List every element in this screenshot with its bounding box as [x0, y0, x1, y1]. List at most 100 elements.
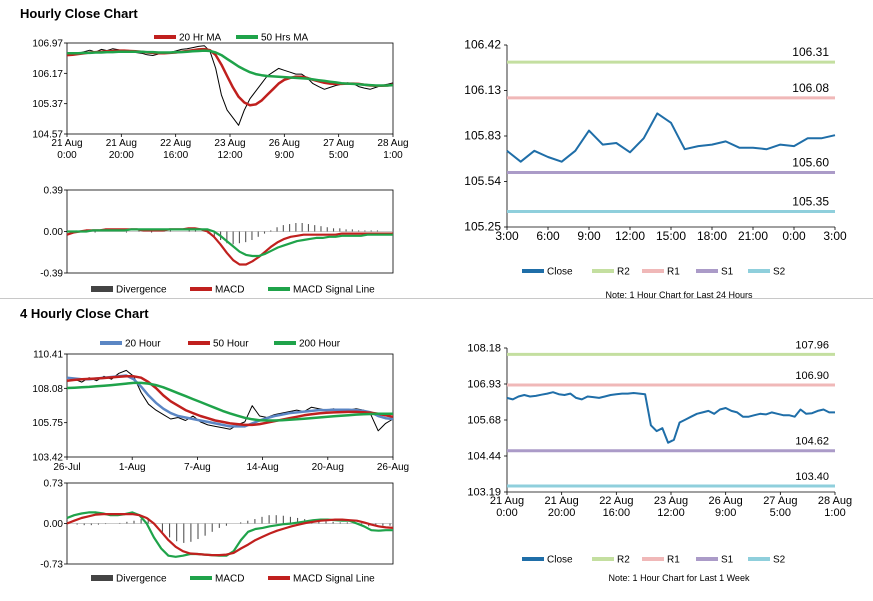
- y-tick-label: 106.17: [32, 69, 63, 80]
- y-tick-label: 105.75: [32, 418, 63, 429]
- legend-50-hour-label: 50 Hour: [213, 339, 249, 350]
- hourly-macd-chart: 0.39 0.00 -0.39 Divergence MACD MACD Signal L…: [40, 186, 394, 296]
- legend-divergence-label: Divergence: [116, 574, 167, 585]
- x-tick-label: 20:00: [548, 507, 576, 519]
- legend-macd-label: MACD: [215, 285, 244, 296]
- legend-s1-label: S1: [721, 267, 734, 278]
- x-tick-label: 5:00: [329, 150, 349, 161]
- legend-s2-label: S2: [773, 555, 786, 566]
- level-label-r2: 106.31: [792, 45, 829, 59]
- x-tick-label: 0:00: [782, 229, 806, 243]
- plot-frame: [66, 353, 394, 458]
- series-line-macd-signal-line: [67, 228, 393, 258]
- y-tick-label: 110.41: [33, 350, 63, 361]
- legend-r2-label: R2: [617, 555, 630, 566]
- x-tick-label: 5:00: [770, 507, 791, 519]
- level-label-r1: 106.08: [792, 81, 829, 95]
- series-line-close: [66, 45, 394, 126]
- x-tick-label: 7-Aug: [184, 462, 211, 473]
- legend-r1-label: R1: [667, 267, 680, 278]
- x-tick-label: 14-Aug: [246, 462, 278, 473]
- series-line-50-hrs-ma: [67, 49, 394, 87]
- x-tick-label: 3:00: [823, 229, 847, 243]
- legend-s2-label: S2: [773, 267, 786, 278]
- y-tick-label: 106.93: [467, 379, 501, 391]
- x-tick-label: 9:00: [715, 507, 736, 519]
- chart-note: Note: 1 Hour Chart for Last 24 Hours: [605, 290, 753, 300]
- legend-macd-label: MACD: [215, 574, 244, 585]
- legend-r1-label: R1: [667, 555, 680, 566]
- series-line-macd-signal-line: [66, 512, 394, 557]
- x-tick-label: 12:00: [217, 150, 242, 161]
- y-tick-label: 108.18: [467, 343, 501, 355]
- chart-note: Note: 1 Hour Chart for Last 1 Week: [609, 573, 750, 583]
- legend-s1-label: S1: [721, 555, 734, 566]
- x-tick-label: 1:00: [383, 150, 403, 161]
- y-tick-label: 105.37: [32, 99, 63, 110]
- y-tick-label: 103.19: [467, 487, 501, 499]
- x-tick-label: 20-Aug: [312, 462, 344, 473]
- series-line-close: [66, 369, 394, 432]
- series-line-macd: [66, 227, 393, 266]
- x-tick-label: 9:00: [577, 229, 601, 243]
- x-tick-label: 12:00: [615, 229, 645, 243]
- four-hourly-macd-chart: 0.73 0.00 -0.73 Divergence MACD MACD Signal L…: [40, 479, 394, 585]
- plot-frame: [66, 42, 394, 135]
- legend-close-label: Close: [547, 555, 573, 566]
- level-label-s2: 105.35: [792, 194, 829, 208]
- x-tick-label: 18:00: [697, 229, 727, 243]
- x-tick-label: 15:00: [656, 229, 686, 243]
- x-tick-label: 16:00: [603, 507, 631, 519]
- level-label-r1: 106.90: [795, 370, 829, 382]
- y-tick-label: 105.25: [464, 220, 501, 234]
- x-tick-label: 16:00: [163, 150, 188, 161]
- hourly-close-chart-title: Hourly Close Chart: [20, 6, 138, 21]
- legend-50hrs-ma-label: 50 Hrs MA: [261, 33, 309, 44]
- section-divider: [0, 298, 873, 299]
- y-tick-label: 103.42: [32, 453, 63, 464]
- x-tick-label: 22 Aug: [599, 495, 633, 507]
- x-tick-label: 0:00: [496, 507, 517, 519]
- x-tick-label: 20:00: [109, 150, 134, 161]
- level-label-s2: 103.40: [795, 471, 829, 483]
- y-tick-label: 106.13: [464, 83, 501, 97]
- y-tick-label: 0.39: [44, 186, 64, 197]
- x-tick-label: 21:00: [738, 229, 768, 243]
- x-tick-label: 28 Aug: [377, 138, 408, 149]
- x-tick-label: 26-Aug: [377, 462, 409, 473]
- legend-r2-label: R2: [617, 267, 630, 278]
- x-tick-label: 23 Aug: [214, 138, 245, 149]
- legend-200-hour-label: 200 Hour: [299, 339, 341, 350]
- x-tick-label: 26 Aug: [709, 495, 743, 507]
- series-line-200-hour: [66, 381, 393, 422]
- x-tick-label: 21 Aug: [106, 138, 137, 149]
- legend-20-hour-label: 20 Hour: [125, 339, 161, 350]
- level-label-r2: 107.96: [795, 339, 829, 351]
- series-line-50-hour: [66, 375, 394, 427]
- y-tick-label: 104.44: [467, 451, 501, 463]
- x-tick-label: 6:00: [536, 229, 560, 243]
- x-tick-label: 12:00: [657, 507, 685, 519]
- x-tick-label: 1:00: [824, 507, 845, 519]
- x-tick-label: 9:00: [275, 150, 295, 161]
- y-tick-label: 105.68: [467, 415, 501, 427]
- y-tick-label: 0.00: [44, 519, 64, 530]
- legend-macd-signal-label: MACD Signal Line: [293, 285, 375, 296]
- y-tick-label: 106.42: [464, 38, 501, 52]
- x-tick-label: 21 Aug: [51, 138, 82, 149]
- x-tick-label: 21 Aug: [490, 495, 524, 507]
- level-label-s1: 104.62: [795, 436, 829, 448]
- x-tick-label: 21 Aug: [545, 495, 579, 507]
- x-tick-label: 3:00: [495, 229, 519, 243]
- series-line-20-hour: [66, 374, 394, 428]
- y-tick-label: 106.97: [32, 39, 63, 50]
- y-tick-label: 105.83: [464, 129, 501, 143]
- x-tick-label: 28 Aug: [818, 495, 852, 507]
- y-tick-label: 108.08: [32, 384, 63, 395]
- legend-macd-signal-label: MACD Signal Line: [293, 574, 375, 585]
- y-tick-label: -0.73: [40, 560, 63, 571]
- level-label-s1: 105.60: [792, 156, 829, 170]
- y-tick-label: 105.54: [464, 174, 501, 188]
